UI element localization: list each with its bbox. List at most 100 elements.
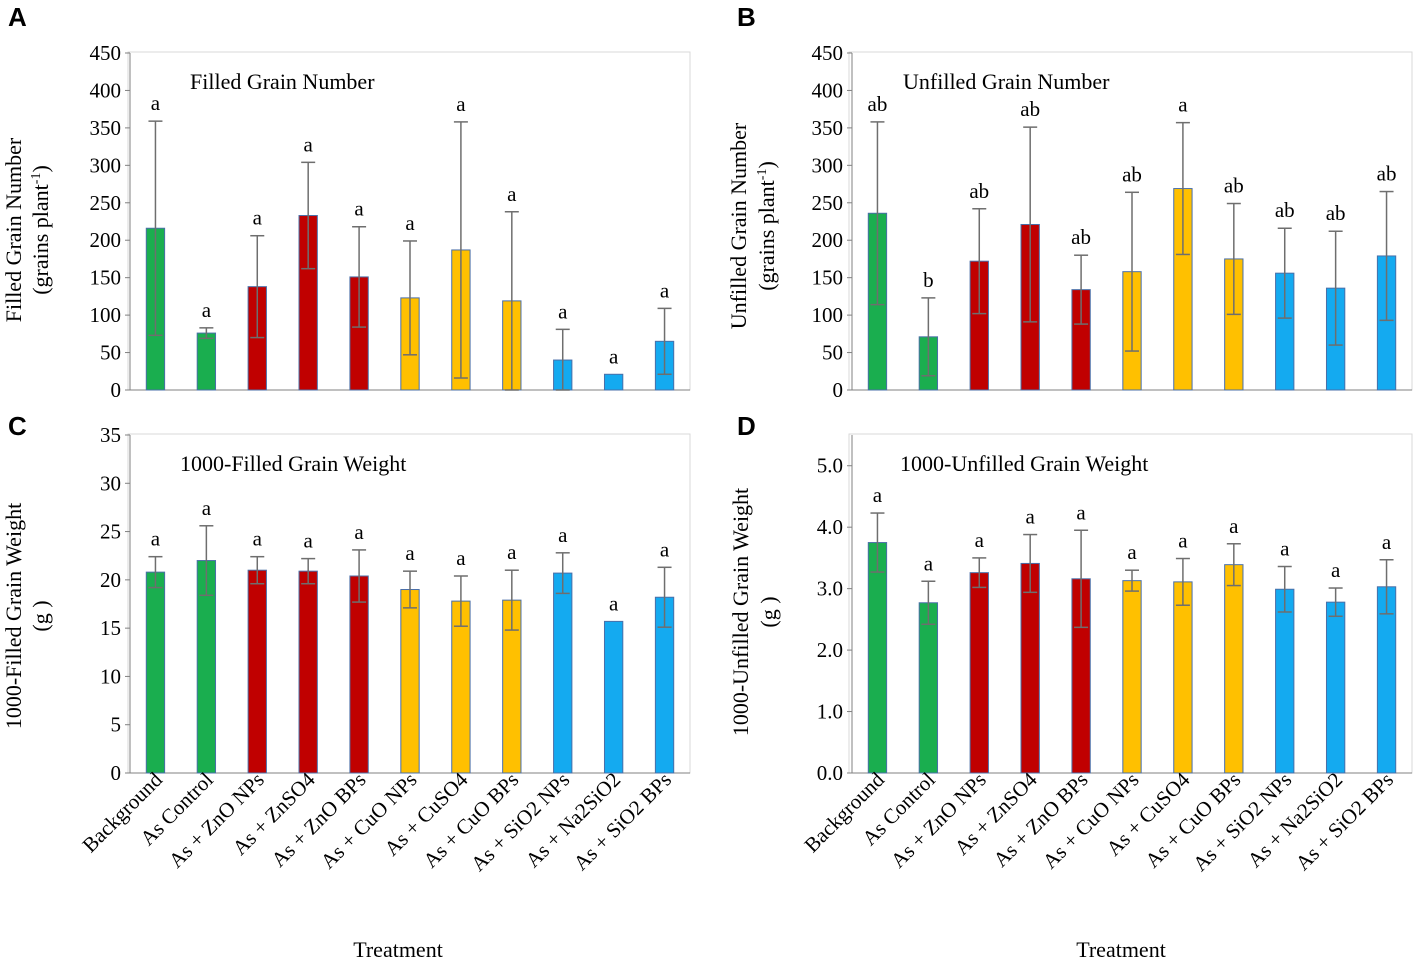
bar <box>196 332 217 391</box>
plot-area: 0 50 100 150 200 250 300 350 400 450 ab b ab ab ab ab a a… <box>812 41 1412 402</box>
panel-c: C 1000-Filled Grain Weight 1000-Filled G… <box>1 411 691 785</box>
y-tick-label: 400 <box>812 78 844 102</box>
significance-letter: a <box>924 551 934 575</box>
significance-letter: a <box>1178 93 1188 117</box>
y-tick-label: 400 <box>90 78 122 102</box>
panel-letter-a: A <box>8 2 27 32</box>
significance-letter: a <box>354 197 364 221</box>
y-tick-label: 5 <box>111 713 122 737</box>
significance-letter: a <box>660 278 670 302</box>
y-axis-unit: (g ) <box>756 596 781 627</box>
significance-letter: a <box>507 182 517 206</box>
y-tick-label: 350 <box>812 116 844 140</box>
significance-letter: a <box>151 527 161 551</box>
significance-letter: ab <box>868 92 888 116</box>
panel-d: D 1000-Unfilled Grain Weight 1000-Unfill… <box>728 411 1413 785</box>
bar <box>1376 586 1397 774</box>
significance-letter: ab <box>1122 162 1142 186</box>
y-tick-label: 250 <box>812 191 844 215</box>
significance-letter: a <box>151 91 161 115</box>
y-tick-label: 100 <box>812 303 844 327</box>
y-tick-label: 3.0 <box>817 577 843 601</box>
significance-letter: a <box>405 541 415 565</box>
significance-letter: a <box>660 537 670 561</box>
significance-letter: b <box>923 268 934 292</box>
significance-letter: a <box>507 540 517 564</box>
significance-letter: a <box>354 520 364 544</box>
bar <box>603 620 624 774</box>
panel-letter-c: C <box>8 411 27 441</box>
significance-letter: a <box>1026 505 1036 529</box>
plot-area: 0 5 10 15 20 25 30 35 a a a a a a a a a a a <box>100 423 690 785</box>
significance-letter: a <box>304 132 314 156</box>
y-tick-label: 1.0 <box>817 700 843 724</box>
significance-letter: a <box>609 344 619 368</box>
bar <box>145 571 166 774</box>
bar <box>918 602 939 774</box>
panel-a: A Filled Grain Number Filled Grain Numbe… <box>1 2 691 402</box>
panel-letter-b: B <box>737 2 756 32</box>
y-tick-label: 250 <box>90 191 122 215</box>
bar <box>1325 601 1346 774</box>
significance-letter: a <box>405 211 415 235</box>
bar <box>1020 562 1040 774</box>
panel-letter-d: D <box>737 411 756 441</box>
y-tick-label: 20 <box>100 568 121 592</box>
bar <box>969 572 989 774</box>
y-tick-label: 30 <box>100 471 121 495</box>
significance-letter: a <box>1178 529 1188 553</box>
y-axis-unit: (grains plant-1) <box>28 165 53 295</box>
y-tick-label: 300 <box>90 153 122 177</box>
y-tick-label: 0 <box>111 761 122 785</box>
bar <box>298 570 318 774</box>
y-tick-label: 50 <box>100 341 121 365</box>
significance-letter: a <box>456 546 466 570</box>
y-axis-label: Unfilled Grain Number <box>726 122 751 329</box>
bar <box>1122 580 1142 774</box>
x-axis-label-right: Treatment <box>1076 937 1166 962</box>
significance-letter: a <box>253 527 263 551</box>
bar <box>400 589 420 774</box>
y-tick-label: 50 <box>822 341 843 365</box>
chart-title: Filled Grain Number <box>190 69 375 94</box>
significance-letter: ab <box>969 179 989 203</box>
bar <box>247 569 267 774</box>
y-tick-label: 0.0 <box>817 761 843 785</box>
y-axis-unit: (grains plant-1) <box>754 161 779 291</box>
significance-letter: ab <box>1275 198 1295 222</box>
significance-letter: a <box>609 591 619 615</box>
significance-letter: a <box>558 523 568 547</box>
significance-letter: a <box>873 483 883 507</box>
chart-title: 1000-Unfilled Grain Weight <box>900 451 1148 476</box>
significance-letter: ab <box>1224 174 1244 198</box>
y-tick-label: 100 <box>90 303 122 327</box>
y-axis-label: Filled Grain Number <box>1 137 26 322</box>
bar <box>1275 588 1295 774</box>
y-tick-label: 150 <box>812 266 844 290</box>
significance-letter: a <box>1280 537 1290 561</box>
plot-area: 0.0 1.0 2.0 3.0 4.0 5.0 a a a a a a a a a a a <box>817 435 1412 785</box>
y-axis-unit: (g ) <box>28 600 53 631</box>
y-tick-label: 15 <box>100 616 121 640</box>
significance-letter: a <box>1076 500 1086 524</box>
significance-letter: ab <box>1377 162 1397 186</box>
significance-letter: a <box>202 496 212 520</box>
bar <box>867 542 888 774</box>
bar <box>1224 564 1244 774</box>
significance-letter: ab <box>1071 225 1091 249</box>
y-tick-label: 450 <box>90 41 122 65</box>
significance-letter: a <box>1127 540 1137 564</box>
significance-letter: a <box>1229 514 1239 538</box>
significance-letter: a <box>1382 530 1392 554</box>
y-tick-label: 4.0 <box>817 515 843 539</box>
bar <box>1173 581 1193 774</box>
significance-letter: ab <box>1020 97 1040 121</box>
y-tick-label: 25 <box>100 520 121 544</box>
bar <box>349 575 369 774</box>
chart-title: 1000-Filled Grain Weight <box>180 451 406 476</box>
significance-letter: a <box>1331 558 1341 582</box>
y-tick-label: 450 <box>812 41 844 65</box>
